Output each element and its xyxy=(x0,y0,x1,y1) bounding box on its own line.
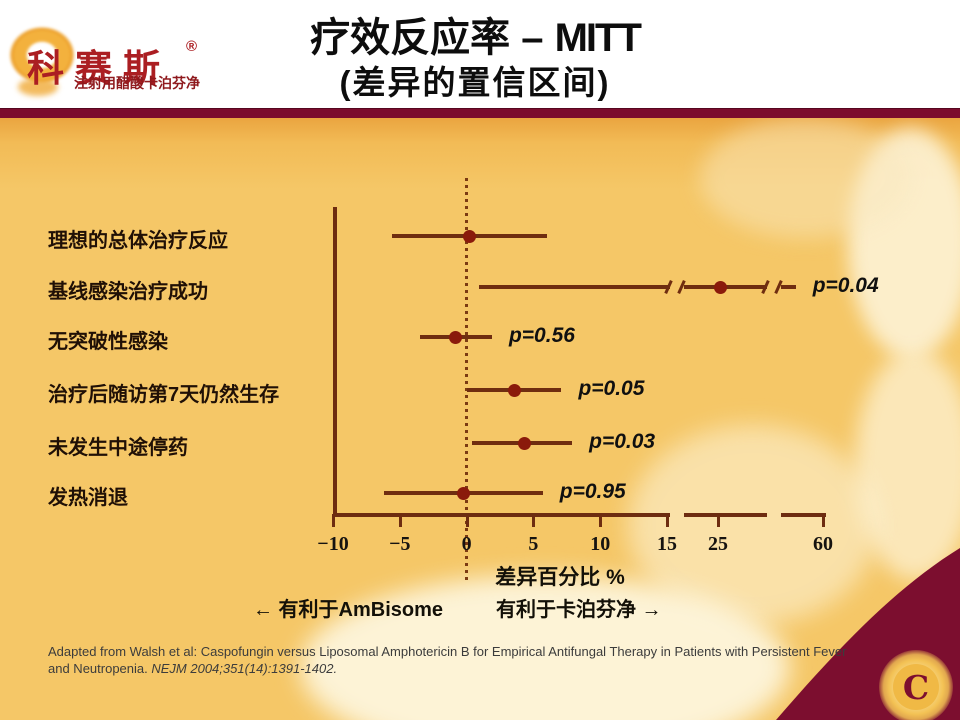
axis-tick xyxy=(822,514,825,527)
logo-sunburst-icon xyxy=(4,22,80,88)
texture-blob xyxy=(700,118,910,238)
ci-point-marker xyxy=(449,330,463,344)
citation-line2: and Neutropenia. xyxy=(48,661,152,676)
slide-subtitle: (差异的置信区间) xyxy=(339,64,611,101)
p-value-label: p=0.56 xyxy=(508,324,575,347)
axis-tick-label: 25 xyxy=(708,533,728,555)
slide-header: 科赛斯 ® 注射用醋酸卡泊芬净 疗效反应率 – MITT (差异的置信区间) xyxy=(0,0,960,108)
category-label: 发热消退 xyxy=(48,487,128,509)
zero-reference-line xyxy=(465,178,468,581)
ci-point-marker xyxy=(508,383,522,397)
axis-tick-label: −10 xyxy=(317,533,349,555)
p-value-label: p=0.03 xyxy=(589,430,656,453)
ci-point-marker xyxy=(462,229,476,243)
logo-sunburst-icon-lower xyxy=(18,78,58,96)
citation-journal: NEJM 2004;351(14):1391-1402. xyxy=(151,661,338,676)
texture-blob xyxy=(300,575,790,720)
axis-tick-label: 10 xyxy=(590,533,611,555)
corner-badge: C xyxy=(879,650,953,720)
axis-tick xyxy=(717,514,720,527)
brand-tagline: 注射用醋酸卡泊芬净 xyxy=(74,75,200,91)
axis-tick xyxy=(532,514,536,527)
y-axis-line xyxy=(333,207,337,517)
category-label: 未发生中途停药 xyxy=(48,437,188,459)
favors-right-label: 有利于卡泊芬净 → xyxy=(496,599,662,621)
x-axis-segment xyxy=(333,513,670,517)
ci-line xyxy=(478,285,670,289)
axis-tick xyxy=(599,514,603,527)
axis-tick xyxy=(465,514,469,527)
x-axis-segment xyxy=(781,513,826,517)
category-label: 无突破性感染 xyxy=(48,331,168,353)
axis-tick xyxy=(332,514,335,527)
corner-badge-letter: C xyxy=(902,667,930,707)
slide-title-zh: 疗效反应率 – xyxy=(310,16,555,60)
corner-badge-disc: C xyxy=(893,664,939,710)
x-axis-segment xyxy=(684,513,767,517)
axis-tick-label: 0 xyxy=(461,533,472,555)
category-label: 基线感染治疗成功 xyxy=(48,281,208,303)
citation: Adapted from Walsh et al: Caspofungin ve… xyxy=(48,643,918,677)
ci-line xyxy=(781,285,796,289)
p-value-label: p=0.04 xyxy=(812,274,879,297)
category-label: 理想的总体治疗反应 xyxy=(48,230,228,252)
p-value-label: p=0.95 xyxy=(559,480,626,503)
slide-title-en: MITT xyxy=(554,16,642,60)
axis-tick-label: −5 xyxy=(389,533,411,555)
p-value-label: p=0.05 xyxy=(578,377,645,400)
citation-line1: Adapted from Walsh et al: Caspofungin ve… xyxy=(48,644,847,659)
category-label: 治疗后随访第7天仍然生存 xyxy=(48,384,280,406)
axis-tick xyxy=(398,514,402,527)
ci-point-marker xyxy=(517,436,531,450)
registered-trademark-icon: ® xyxy=(186,38,198,55)
ci-point-marker xyxy=(714,280,728,294)
favors-left-label: ← 有利于AmBisome xyxy=(253,599,444,621)
x-axis-title: 差异百分比 % xyxy=(495,566,625,589)
brand-name: 科赛斯 xyxy=(27,48,171,89)
axis-tick xyxy=(666,514,669,527)
axis-tick-label: 15 xyxy=(657,533,677,555)
axis-tick-label: 5 xyxy=(528,533,539,555)
axis-tick-label: 60 xyxy=(813,533,833,555)
slide-title: 疗效反应率 – MITT xyxy=(230,5,720,63)
header-divider xyxy=(0,108,960,118)
ci-point-marker xyxy=(457,486,471,500)
